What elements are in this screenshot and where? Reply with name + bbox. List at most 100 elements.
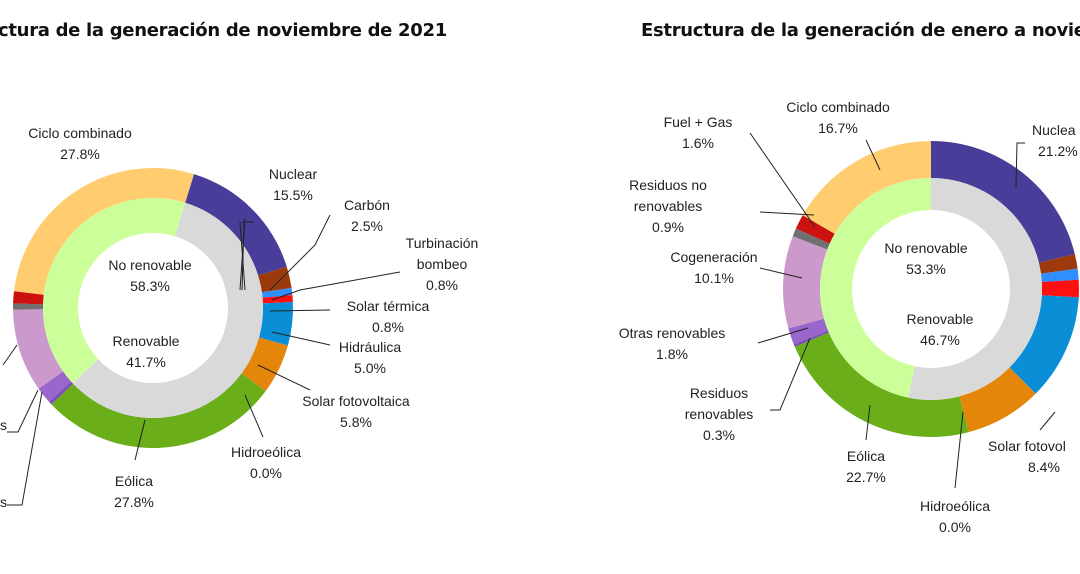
label-value: 27.8% [114, 494, 154, 510]
leader-line [1015, 142, 1025, 189]
outer-slice-eólica [51, 373, 266, 449]
data-label-inner: No renovable 53.3% [884, 238, 967, 280]
data-label-outer: Nuclear 15.5% [269, 164, 317, 206]
data-label-outer: Hidráulica 5.0% [339, 337, 401, 379]
outer-slice-fuel-gas [795, 215, 835, 244]
leader-line [2, 344, 18, 366]
outer-slice-solar-fotovol [959, 367, 1036, 433]
outer-slice-ciclo-combinado [14, 167, 194, 295]
data-label-outer: Ciclo combinado 27.8% [28, 123, 132, 165]
leader-line [241, 222, 245, 291]
data-label-inner: Renovable 46.7% [907, 309, 974, 351]
outer-slice-ciclo-combinado [802, 141, 931, 234]
outer-slice-segment [1038, 253, 1078, 274]
label-value: 10.1% [694, 270, 734, 286]
data-label-outer: Hidroeólica 0.0% [920, 496, 990, 538]
data-label-outer: Hidroeólica 0.0% [231, 442, 301, 484]
leader-line [244, 394, 264, 438]
label-name: Otras renovables [618, 325, 726, 341]
label-name: Turbinación bombeo [405, 235, 479, 272]
outer-slice-s [38, 371, 72, 402]
label-value: 58.3% [130, 278, 170, 294]
inner-slice-no-renovable [908, 178, 1043, 400]
outer-slice-segment [13, 303, 44, 310]
outer-slice-segment [1041, 279, 1079, 298]
label-value: 0.9% [652, 219, 684, 235]
outer-slice-otras-renovables [788, 318, 829, 345]
leader-line [7, 391, 43, 506]
inner-slice-renovable [43, 198, 186, 384]
label-name: Solar térmica [346, 298, 430, 314]
inner-slice-no-renovable [72, 202, 264, 419]
label-name: Hidroeólica [230, 444, 302, 460]
outer-slice-segment [1040, 268, 1079, 283]
data-label-outer: Fuel + Gas 1.6% [664, 112, 733, 154]
outer-slice-segment [13, 309, 64, 389]
label-value: 21.2% [1038, 143, 1078, 159]
outer-slice-nuclear [185, 174, 287, 276]
label-value: 2.5% [351, 218, 383, 234]
leader-line [269, 309, 331, 312]
label-name: Ciclo combinado [28, 125, 132, 141]
data-label-outer: Solar fotovol 8.4% [988, 436, 1066, 478]
leader-line [134, 419, 146, 461]
label-name: No renovable [108, 257, 192, 273]
chart-title-right: Estructura de la generación de enero a n… [641, 20, 1080, 41]
outer-slice-cogeneración [783, 236, 828, 329]
label-value: 46.7% [920, 332, 960, 348]
label-value: 8.4% [1028, 459, 1060, 475]
label-name: Residuos no renovables [629, 177, 707, 214]
data-label-outer: Turbinación bombeo 0.8% [397, 233, 487, 296]
label-name: Nuclea [1032, 122, 1076, 138]
label-value: 0.8% [426, 277, 458, 293]
label-value: 15.5% [273, 187, 313, 203]
label-name: Eólica [114, 473, 154, 489]
label-value: 0.0% [939, 519, 971, 535]
leader-line [1039, 411, 1056, 431]
data-label-outer: Nuclea 21.2% [1032, 120, 1078, 162]
outer-slice-segment [1009, 295, 1079, 394]
chart-title-left: ctura de la generación de noviembre de 2… [0, 20, 447, 41]
label-name: Cogeneración [670, 249, 758, 265]
data-label-outer: Solar fotovoltaica 5.8% [302, 391, 409, 433]
label-name: Ciclo combinado [786, 99, 890, 115]
leader-line [7, 389, 39, 433]
outer-slice-s [49, 381, 74, 405]
label-value: 0.3% [703, 427, 735, 443]
data-label-outer: Solar térmica 0.8% [347, 296, 429, 338]
outer-slice-carbón [258, 266, 292, 293]
label-name: s [0, 494, 7, 510]
data-label-inner: Renovable 41.7% [113, 331, 180, 373]
data-label-inner: No renovable 58.3% [108, 255, 191, 297]
label-name: Eólica [846, 448, 886, 464]
data-label-outer: Otras renovables 1.8% [619, 323, 726, 365]
data-label-outer: Residuos renovables 0.3% [664, 383, 774, 446]
label-name: Fuel + Gas [663, 114, 733, 130]
leader-line [749, 132, 816, 228]
outer-slice-solar-térmica [262, 295, 293, 304]
label-name: Solar fotovoltaica [302, 393, 410, 409]
inner-slice-renovable [819, 178, 931, 398]
outer-slice-solar-fotovoltaica [241, 337, 288, 392]
data-label-outer: Residuos no renovables 0.9% [613, 175, 723, 238]
label-value: 41.7% [126, 354, 166, 370]
data-label-outer: s [0, 492, 7, 513]
leader-line [757, 327, 809, 344]
label-name: s [0, 417, 7, 433]
leader-line [770, 337, 811, 411]
data-label-outer: Ciclo combinado 16.7% [786, 97, 890, 139]
outer-slice-nuclea [931, 141, 1075, 263]
outer-slice-residuos-renovables [793, 330, 829, 347]
outer-slice-eólica [794, 332, 969, 437]
leader-line [239, 221, 246, 291]
outer-slice-segment [13, 291, 44, 305]
label-name: Carbón [344, 197, 390, 213]
label-value: 53.3% [906, 261, 946, 277]
leader-line [865, 139, 881, 171]
label-value: 1.8% [656, 346, 688, 362]
leader-line [759, 267, 803, 279]
leader-line [269, 214, 331, 291]
leader-line [257, 364, 311, 391]
